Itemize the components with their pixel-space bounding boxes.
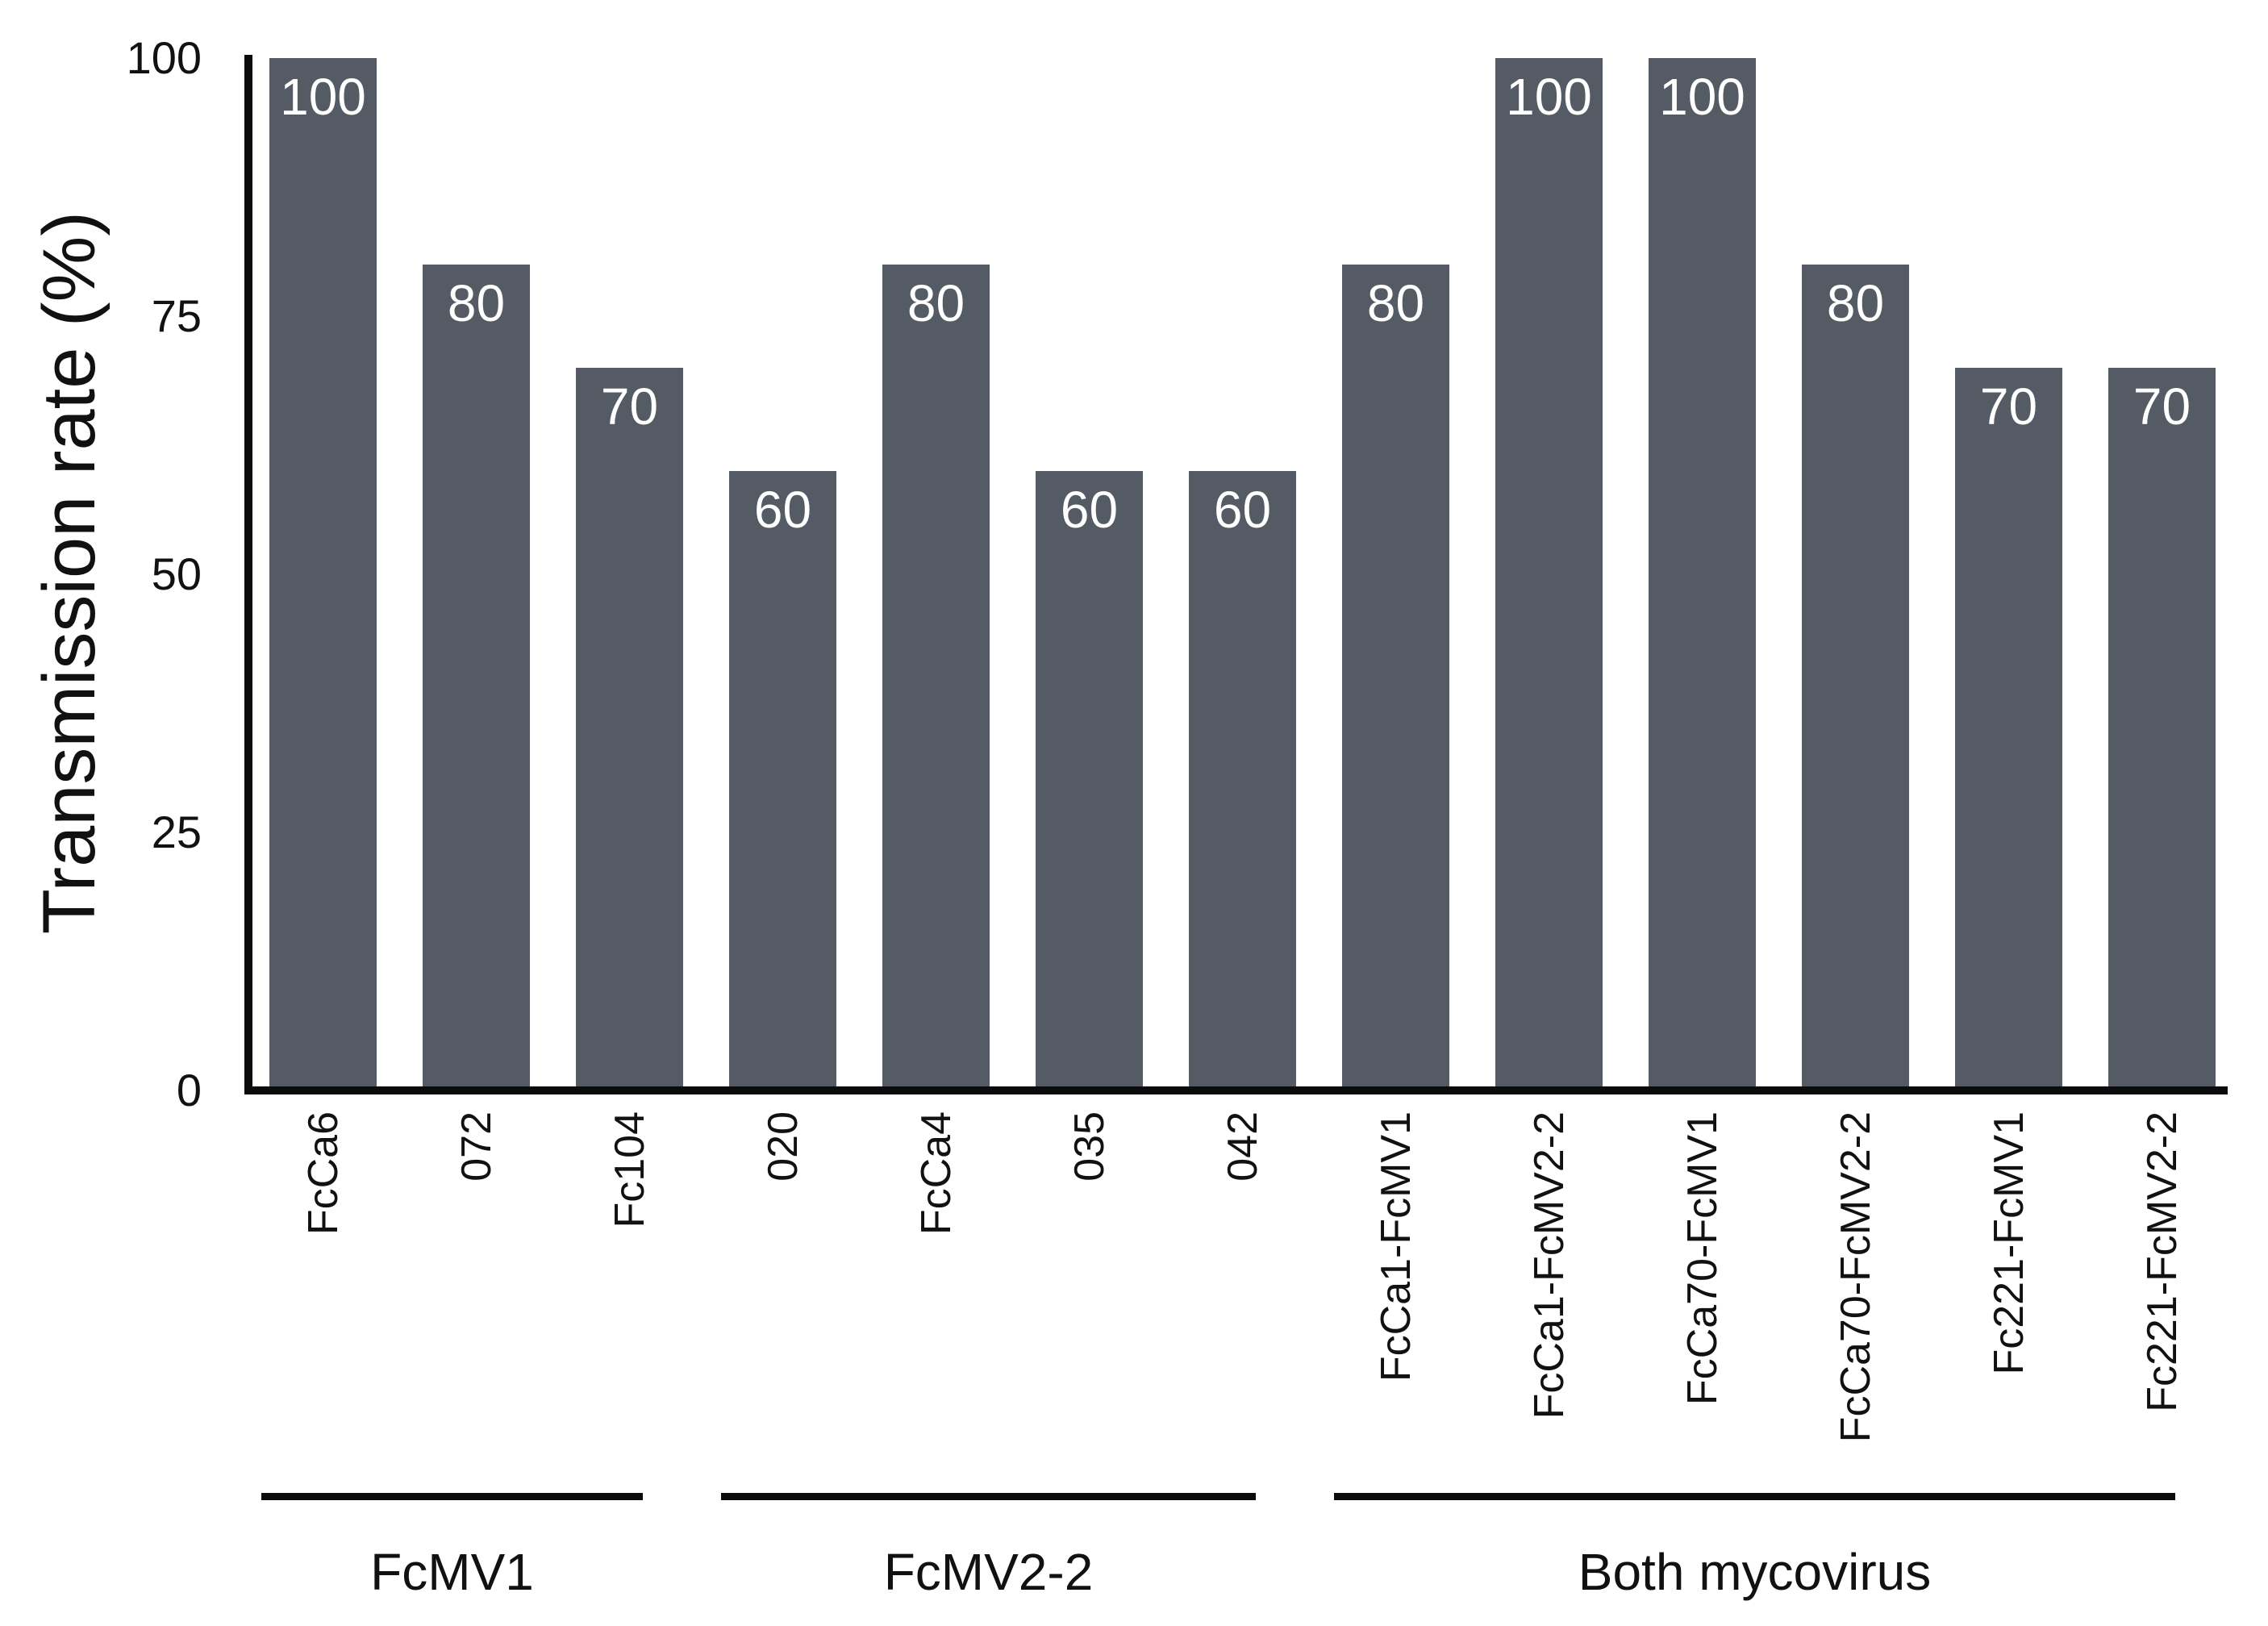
bar-value-label: 100 — [1506, 68, 1592, 126]
bar-value-label: 70 — [2133, 377, 2191, 436]
x-tick-label-text: Fc221-FcMV2-2 — [2138, 1111, 2186, 1412]
bar: 60 — [1189, 471, 1296, 1090]
x-tick-label-text: 035 — [1065, 1111, 1113, 1182]
bar-value-label: 60 — [1060, 481, 1119, 539]
x-tick-label-text: FcCa70-FcMV1 — [1678, 1111, 1726, 1406]
x-tick-label-text: FcCa6 — [299, 1111, 347, 1236]
group-underline — [261, 1493, 643, 1500]
y-tick-label: 100 — [126, 32, 202, 83]
y-tick-label: 50 — [151, 548, 202, 599]
bar: 80 — [423, 265, 530, 1090]
bar: 60 — [1036, 471, 1143, 1090]
bar: 80 — [1802, 265, 1909, 1090]
x-tick-label-text: 072 — [452, 1111, 500, 1182]
bar: 60 — [729, 471, 836, 1090]
x-tick-label-text: 042 — [1219, 1111, 1266, 1182]
group-label: FcMV1 — [370, 1543, 534, 1601]
bar: 100 — [269, 58, 377, 1090]
x-tick-label-text: Fc104 — [606, 1111, 653, 1228]
x-tick-label-text: FcCa1-FcMV2-2 — [1525, 1111, 1573, 1420]
group-underline — [1334, 1493, 2175, 1500]
bar-value-label: 70 — [600, 377, 659, 436]
bar-value-label: 80 — [907, 274, 965, 332]
y-tick-label: 0 — [176, 1065, 202, 1115]
bar-value-label: 60 — [753, 481, 812, 539]
group-label: FcMV2-2 — [883, 1543, 1094, 1601]
x-tick-label-text: Fc221-FcMV1 — [1985, 1111, 2032, 1375]
group-underline — [721, 1493, 1256, 1500]
bar-value-label: 100 — [1659, 68, 1745, 126]
x-axis-line — [244, 1086, 2228, 1094]
bar-value-label: 80 — [1366, 274, 1425, 332]
bar: 70 — [576, 368, 683, 1090]
bar-value-label: 80 — [1826, 274, 1885, 332]
x-tick-label-text: FcCa1-FcMV1 — [1372, 1111, 1420, 1382]
bar: 70 — [1955, 368, 2062, 1090]
x-tick-label-text: 020 — [759, 1111, 807, 1182]
bar: 70 — [2108, 368, 2216, 1090]
bar-value-label: 100 — [280, 68, 366, 126]
bar-value-label: 70 — [1979, 377, 2038, 436]
bar-value-label: 60 — [1213, 481, 1272, 539]
bar: 100 — [1649, 58, 1756, 1090]
y-axis-line — [244, 55, 252, 1094]
bar: 80 — [1342, 265, 1449, 1090]
group-label: Both mycovirus — [1578, 1543, 1932, 1601]
bar: 100 — [1495, 58, 1603, 1090]
x-tick-label-text: FcCa70-FcMV2-2 — [1832, 1111, 1879, 1443]
y-tick-label: 25 — [151, 807, 202, 857]
x-tick-label-text: FcCa4 — [912, 1111, 960, 1236]
y-tick-label: 75 — [151, 290, 202, 341]
bar: 80 — [882, 265, 990, 1090]
bar-value-label: 80 — [447, 274, 506, 332]
